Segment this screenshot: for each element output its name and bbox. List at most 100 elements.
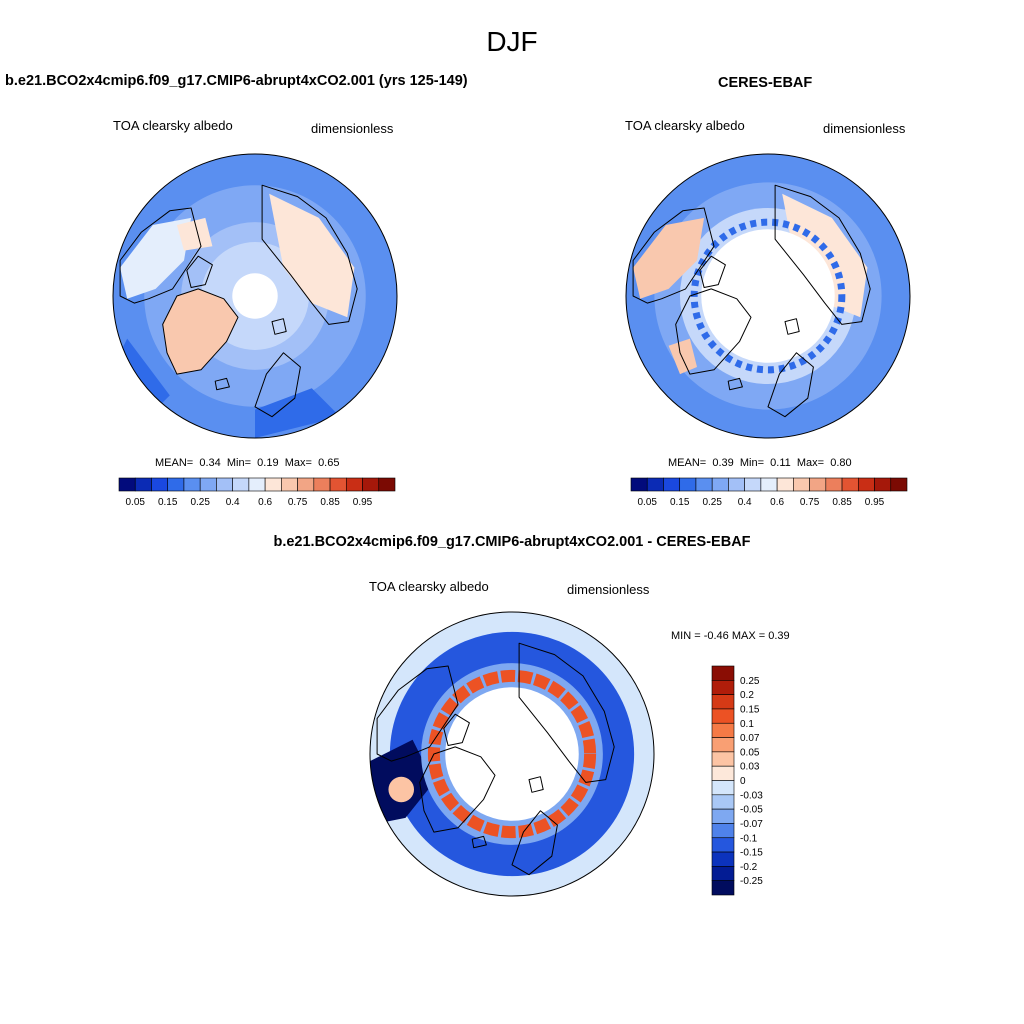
colorbar-box (281, 477, 298, 492)
colorbar-box (711, 880, 735, 896)
colorbar-box (874, 477, 892, 492)
field-ring-artifact (690, 218, 846, 374)
obs-variable-label: TOA clearsky albedo (625, 118, 745, 133)
colorbar-box (199, 477, 217, 492)
map-boundary (625, 153, 911, 439)
field-positive-spot (388, 776, 415, 803)
colorbar-box (151, 477, 169, 492)
colorbar-tick-label: -0.05 (740, 805, 763, 816)
coastline-iceland (727, 377, 743, 391)
diff-panel-title: b.e21.BCO2x4cmip6.f09_g17.CMIP6-abrupt4x… (273, 534, 751, 550)
colorbar-box (118, 477, 136, 492)
colorbar-box (711, 665, 735, 681)
colorbar-tick-label: -0.03 (740, 790, 763, 801)
colorbar-tick-label: 0.15 (670, 497, 690, 508)
max-label: Max= (796, 457, 825, 469)
colorbar-box (711, 851, 735, 867)
colorbar-tick-label: 0.15 (740, 704, 760, 715)
model-stats: MEAN= 0.34 Min= 0.19 Max= 0.65 (155, 457, 339, 469)
coastline-greenland (675, 288, 752, 375)
map-boundary (112, 153, 398, 439)
colorbar-tick-label: 0.85 (320, 497, 340, 508)
coastline-svalbard (528, 776, 544, 793)
colorbar-box (711, 765, 735, 781)
obs-stats: MEAN= 0.39 Min= 0.11 Max= 0.80 (668, 457, 852, 469)
colorbar-box (297, 477, 315, 492)
coastlines (119, 184, 358, 418)
colorbar-box (216, 477, 233, 492)
field-polar-gap (701, 229, 835, 363)
colorbar-tick-label: -0.25 (740, 876, 763, 887)
colorbar-box (711, 823, 735, 839)
coastline-arch1 (443, 713, 470, 746)
colorbar-tick-label: 0.75 (800, 497, 820, 508)
colorbar-tick-label: 0.25 (702, 497, 722, 508)
field-siberia-snow (782, 193, 868, 318)
colorbar-box (711, 722, 735, 738)
coastlines (632, 184, 871, 418)
colorbar-box (711, 808, 735, 824)
colorbar-tick-label: 0.05 (638, 497, 658, 508)
colorbar-tick-label: -0.1 (740, 833, 758, 844)
colorbar-box (825, 477, 843, 492)
mean-value: 0.39 (712, 457, 734, 469)
colorbar-tick-label: 0.15 (158, 497, 178, 508)
coastline-canada (376, 665, 459, 762)
min-value: 0.11 (770, 457, 791, 469)
colorbar-box (711, 477, 729, 492)
field-siberia-snow (269, 193, 355, 318)
max-value: 0.80 (830, 457, 852, 469)
field-canada-snow (633, 217, 705, 299)
coastline-scand (767, 352, 814, 418)
colorbar-box (313, 477, 331, 492)
colorbar-box (134, 477, 152, 492)
colorbar-box (890, 477, 908, 492)
coastline-arch1 (186, 255, 213, 288)
colorbar-box (329, 477, 347, 492)
obs-polar-map (625, 153, 911, 439)
colorbar-box (345, 477, 363, 492)
coastline-svalbard (784, 318, 800, 335)
colorbar-box (679, 477, 697, 492)
colorbar-tick-label: 0.6 (258, 497, 272, 508)
colorbar-box (630, 477, 648, 492)
colorbar-box (841, 477, 859, 492)
coastlines (376, 642, 615, 876)
colorbar-box (711, 866, 735, 881)
colorbar-box (728, 477, 745, 492)
colorbar-tick-label: 0.05 (740, 747, 760, 758)
map-boundary (369, 611, 655, 897)
field-outer-near-zero (370, 612, 654, 712)
colorbar-box (663, 477, 681, 492)
obs-units-label: dimensionless (823, 121, 906, 136)
field-greenland-south (668, 338, 697, 375)
colorbar-tick-label: 0.75 (288, 497, 308, 508)
colorbar-box (776, 477, 794, 492)
mean-label: MEAN= (668, 457, 707, 469)
diff-units-label: dimensionless (567, 582, 650, 597)
colorbar-box (711, 780, 735, 796)
colorbar-tick-label: 0.1 (740, 719, 754, 730)
colorbar-box (248, 477, 266, 492)
colorbar-tick-label: 0.6 (770, 497, 784, 508)
colorbar-tick-label: 0.05 (126, 497, 146, 508)
min-label: Min= (739, 457, 765, 469)
field-arch-snow (176, 217, 213, 251)
coastline-canada (119, 207, 202, 304)
colorbar-box (711, 737, 735, 753)
colorbar-tick-label: -0.07 (740, 819, 763, 830)
mean-value: 0.34 (199, 457, 221, 469)
obs-panel-title: CERES-EBAF (718, 75, 813, 91)
diff-minmax: MIN = -0.46 MAX = 0.39 (671, 630, 790, 642)
coastline-iceland (214, 377, 230, 391)
coastline-canada (632, 207, 715, 304)
colorbar-tick-label: 0.07 (740, 733, 760, 744)
diff-colorbar: 0.25 0.2 0.15 0.1 0.07 0.05 0.03 0 -0.03 -0.05 -0.… (711, 665, 763, 896)
colorbar-box (362, 477, 380, 492)
coastline-arch1 (699, 255, 726, 288)
colorbar-box (744, 477, 762, 492)
colorbar-tick-label: -0.15 (740, 848, 763, 859)
max-value: 0.65 (318, 457, 340, 469)
model-polar-map (112, 153, 398, 439)
max-label: Max= (284, 457, 312, 469)
